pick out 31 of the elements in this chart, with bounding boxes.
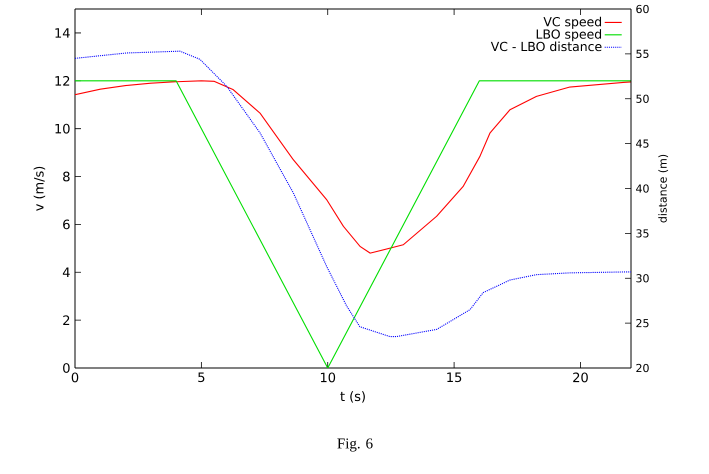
x-tick-label: 0 <box>72 372 78 382</box>
y2-axis-title: distance (m) <box>658 154 668 222</box>
y2-tick-label: 55 <box>636 50 649 58</box>
y-tick-label: 10 <box>55 124 70 134</box>
caption: Fig. 6 <box>337 438 373 452</box>
x-tick-label: 10 <box>320 372 336 382</box>
y-tick-label: 6 <box>63 220 70 230</box>
y2-tick-label: 60 <box>636 4 649 14</box>
legend-label: VC - LBO distance <box>490 42 602 52</box>
y2-tick-label: 25 <box>636 318 649 328</box>
x-tick-label: 20 <box>573 372 588 382</box>
y2-tick-label: 30 <box>636 274 649 282</box>
y2-tick-label: 45 <box>636 140 649 148</box>
x-tick-label: 5 <box>198 372 204 382</box>
legend-label: LBO speed <box>536 29 602 42</box>
y-tick-label: 8 <box>63 172 70 182</box>
y2-tick-label: 35 <box>636 229 649 238</box>
x-tick-label: 15 <box>447 372 462 382</box>
y2-tick-label: 50 <box>636 94 649 103</box>
x-axis-title: t (s) <box>340 391 365 403</box>
line-series <box>75 80 632 254</box>
y-tick-label: 2 <box>63 315 70 325</box>
line-series <box>75 50 632 338</box>
y-tick-label: 14 <box>55 28 70 38</box>
legend-label: VC speed <box>543 16 602 29</box>
y-tick-label: 0 <box>63 363 70 373</box>
y2-tick-label: 20 <box>636 364 649 372</box>
y-axis-title: v (m/s) <box>34 166 46 211</box>
y-tick-label: 12 <box>55 76 70 86</box>
y2-tick-label: 40 <box>636 184 649 193</box>
y-tick-label: 4 <box>62 268 70 277</box>
